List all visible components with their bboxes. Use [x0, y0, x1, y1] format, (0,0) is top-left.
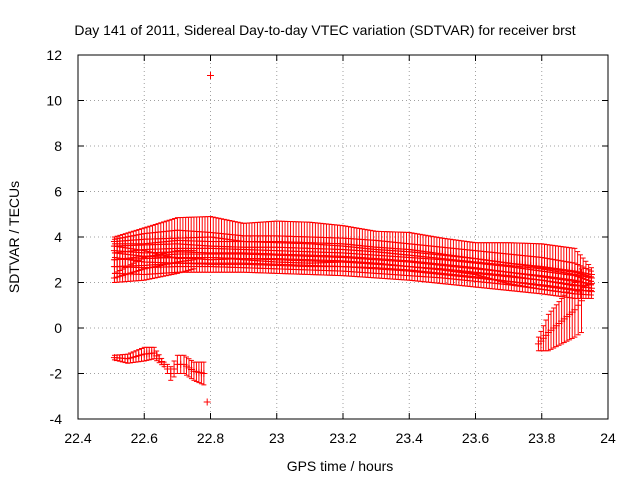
axes: 22.4 22.6 22.8 23 23.2 23.4 23.6 23.8 24-4-20246…	[46, 47, 616, 446]
data-point	[170, 365, 178, 373]
data-point	[190, 256, 198, 264]
y-tick-label: 4	[54, 229, 62, 245]
chart-title: Day 141 of 2011, Sidereal Day-to-day VTE…	[74, 22, 575, 38]
x-tick-label: 23.8	[528, 430, 555, 446]
data-point	[163, 365, 171, 373]
data-point	[200, 370, 208, 377]
y-tick-label: 12	[46, 47, 62, 63]
y-tick-label: 6	[54, 184, 62, 200]
data-points	[110, 71, 595, 406]
x-tick-label: 23.2	[329, 430, 356, 446]
x-tick-label: 22.4	[64, 430, 91, 446]
data-point	[207, 71, 214, 79]
y-tick-label: 0	[54, 320, 62, 336]
data-point	[571, 306, 579, 314]
x-tick-label: 23	[269, 430, 285, 446]
y-tick-label: 2	[54, 275, 62, 291]
x-tick-label: 24	[600, 430, 616, 446]
x-axis-label: GPS time / hours	[287, 458, 394, 474]
y-tick-label: -4	[50, 411, 63, 427]
data-point	[167, 370, 175, 377]
y-tick-label: 8	[54, 138, 62, 154]
x-tick-label: 22.8	[197, 430, 224, 446]
x-tick-label: 23.6	[462, 430, 489, 446]
data-point	[203, 398, 211, 406]
y-tick-label: -2	[50, 366, 63, 382]
data-point	[578, 297, 585, 305]
y-axis-label: SDTVAR / TECUs	[6, 181, 22, 293]
x-tick-label: 22.6	[131, 430, 158, 446]
x-tick-label: 23.4	[396, 430, 423, 446]
data-point	[574, 301, 582, 309]
y-tick-label: 10	[46, 93, 62, 109]
data-point	[587, 288, 595, 296]
